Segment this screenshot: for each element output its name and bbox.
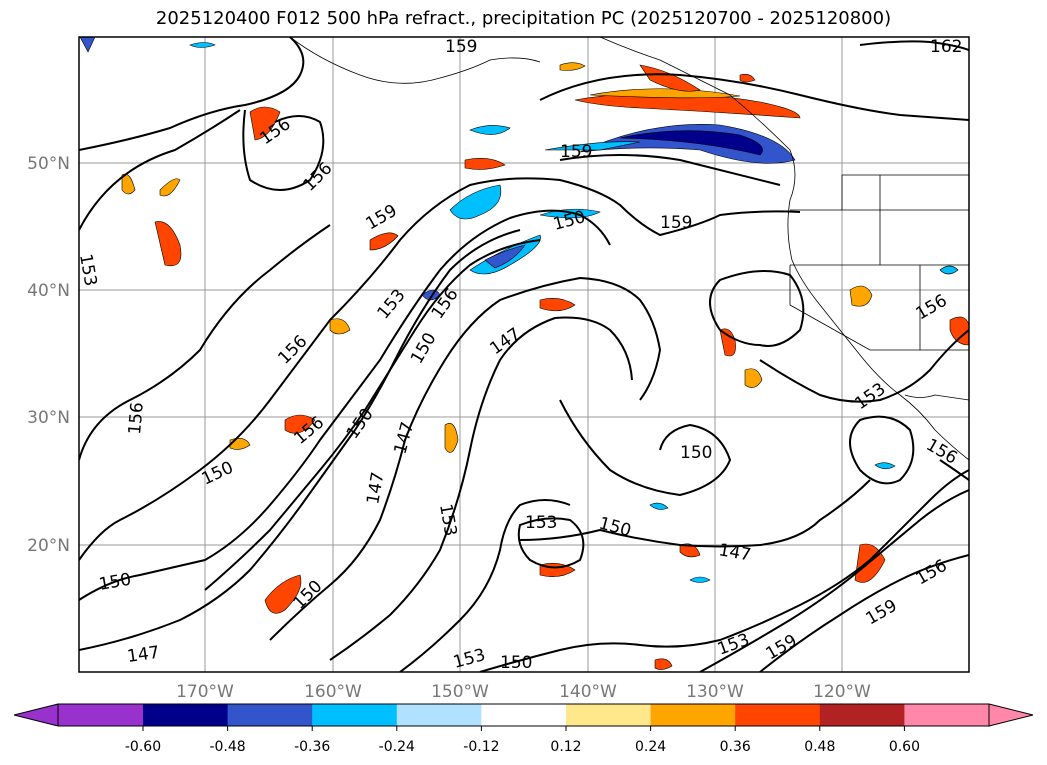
lat-label: 20°N — [27, 536, 70, 556]
map-title: 2025120400 F012 500 hPa refract., precip… — [155, 8, 892, 29]
colorbar-tick-label: -0.36 — [294, 739, 330, 755]
refractivity-contours — [79, 37, 969, 672]
gridlines — [79, 37, 969, 672]
lon-label: 130°W — [686, 682, 744, 702]
lon-label: 120°W — [813, 682, 871, 702]
contour-label: 156 — [125, 401, 148, 435]
contour-label: 159 — [445, 37, 477, 57]
longitude-labels: 170°W 160°W 150°W 140°W 130°W 120°W — [176, 682, 871, 702]
contour-label: 147 — [126, 643, 161, 667]
colorbar-tick-label: 0.60 — [889, 739, 920, 755]
latitude-labels: 50°N 40°N 30°N 20°N — [27, 154, 70, 556]
colorbar-segment — [650, 704, 736, 726]
colorbar-segment — [396, 704, 482, 726]
colorbar: -0.60 -0.48 -0.36 -0.24 -0.12 0.12 0.24 0.36 0.4… — [13, 703, 1034, 755]
contour-label: 162 — [930, 37, 962, 57]
lon-label: 140°W — [559, 682, 617, 702]
positive-precip-shading — [121, 62, 969, 670]
colorbar-segment — [312, 704, 398, 726]
lon-label: 150°W — [431, 682, 489, 702]
colorbar-segment — [904, 704, 989, 726]
lat-label: 30°N — [27, 408, 70, 428]
contour-label: 153 — [75, 252, 100, 287]
colorbar-segment — [819, 704, 905, 726]
lat-label: 40°N — [27, 281, 70, 301]
lat-label: 50°N — [27, 154, 70, 174]
colorbar-tick-label: 0.48 — [804, 739, 835, 755]
map-border — [78, 36, 970, 673]
colorbar-segment — [481, 704, 567, 726]
colorbar-tick-label: 0.12 — [550, 739, 581, 755]
colorbar-tick-label: -0.60 — [125, 739, 161, 755]
contour-labels: 159 162 156 156 159 159 150 159 153 156 … — [75, 37, 962, 673]
lon-label: 160°W — [304, 682, 362, 702]
colorbar-tick-label: 0.36 — [720, 739, 751, 755]
colorbar-tick-label: -0.48 — [209, 739, 245, 755]
colorbar-segment — [227, 704, 313, 726]
contour-label: 150 — [500, 653, 532, 673]
coastlines — [289, 37, 969, 461]
colorbar-segment — [143, 704, 229, 726]
colorbar-lower-extension — [14, 704, 58, 726]
lon-label: 170°W — [176, 682, 234, 702]
contour-label: 153 — [525, 513, 557, 533]
contour-label: 159 — [660, 213, 692, 233]
contour-label: 150 — [680, 443, 712, 463]
colorbar-tick-label: -0.24 — [379, 739, 415, 755]
colorbar-segment — [58, 704, 143, 726]
contour-label: 159 — [560, 142, 592, 162]
colorbar-upper-extension — [989, 704, 1033, 726]
map-area — [79, 37, 969, 672]
colorbar-segment — [735, 704, 821, 726]
colorbar-tick-label: -0.12 — [463, 739, 499, 755]
colorbar-segment — [566, 704, 652, 726]
colorbar-tick-label: 0.24 — [635, 739, 666, 755]
colorbar-frame — [57, 703, 990, 727]
